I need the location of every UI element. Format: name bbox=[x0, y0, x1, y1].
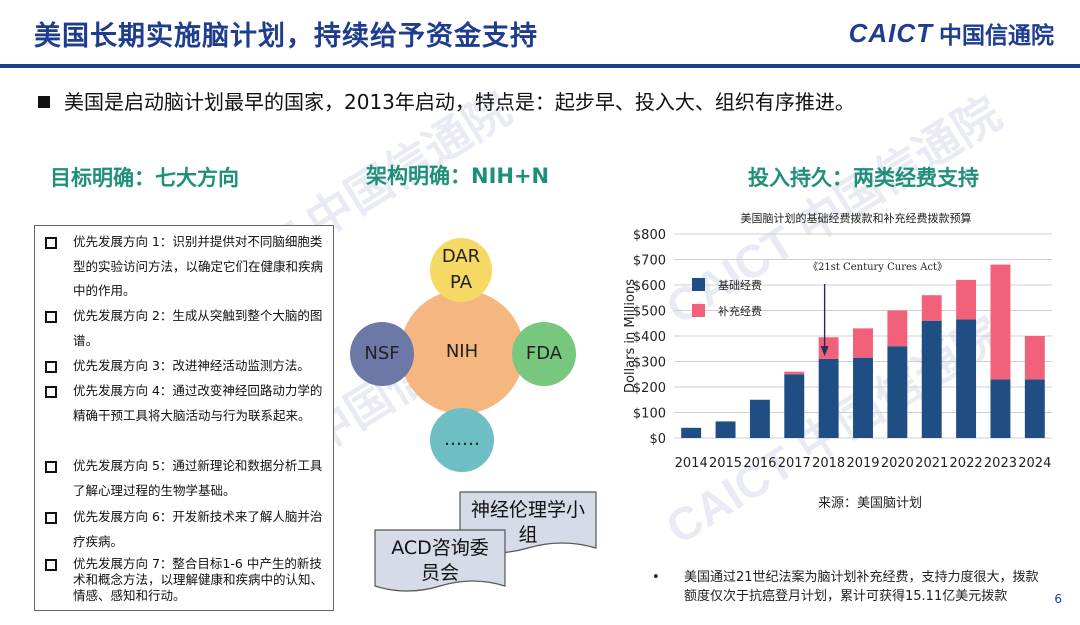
bar-segment bbox=[749, 399, 770, 438]
chart-source: 来源：美国脑计划 bbox=[818, 496, 923, 511]
bar-segment bbox=[853, 357, 873, 438]
x-tick-label: 2023 bbox=[984, 456, 1017, 471]
annotation-arrow-head-icon bbox=[820, 346, 829, 356]
list-item: 优先发展方向 2：生成从突触到整个大脑的图谱。 bbox=[45, 304, 327, 353]
nih-circle: NIH bbox=[400, 290, 524, 414]
bar-segment bbox=[887, 310, 908, 347]
x-tick-label: 2022 bbox=[950, 456, 983, 471]
x-tick-label: 2017 bbox=[778, 456, 811, 471]
checkbox-bullet-icon bbox=[45, 361, 57, 373]
slide-title: 美国长期实施脑计划，持续给予资金支持 bbox=[34, 21, 538, 52]
bar-segment bbox=[921, 320, 942, 438]
intro-text: 美国是启动脑计划最早的国家，2013年启动，特点是：起步早、投入大、组织有序推进… bbox=[64, 90, 855, 114]
list-item: 优先发展方向 6：开发新技术来了解人脑并治疗疾病。 bbox=[45, 505, 327, 554]
y-tick-label: $600 bbox=[633, 279, 666, 294]
bar-segment bbox=[887, 346, 908, 438]
logo-text-en: CAICT bbox=[848, 17, 933, 48]
x-tick-label: 2024 bbox=[1018, 456, 1051, 471]
list-item: 优先发展方向 7：整合目标1-6 中产生的新技术和概念方法，以理解健康和疾病中的… bbox=[45, 556, 327, 604]
legend-label: 基础经费 bbox=[718, 279, 762, 292]
y-tick-label: $300 bbox=[633, 356, 666, 371]
list-item: 优先发展方向 5：通过新理论和数据分析工具了解心理过程的生物学基础。 bbox=[45, 454, 327, 503]
x-tick-label: 2016 bbox=[743, 456, 776, 471]
funding-heading: 投入持久：两类经费支持 bbox=[748, 166, 979, 190]
checkbox-bullet-icon bbox=[45, 461, 57, 473]
y-tick-label: $100 bbox=[633, 407, 666, 422]
y-tick-label: $400 bbox=[633, 330, 666, 345]
bar-segment bbox=[784, 374, 805, 438]
x-tick-label: 2015 bbox=[709, 456, 742, 471]
title-underline bbox=[0, 64, 1080, 68]
intro-bullet: 美国是启动脑计划最早的国家，2013年启动，特点是：起步早、投入大、组织有序推进… bbox=[38, 86, 855, 115]
checkbox-bullet-icon bbox=[45, 311, 57, 323]
y-tick-label: $200 bbox=[633, 381, 666, 396]
x-tick-label: 2018 bbox=[812, 456, 845, 471]
bar-segment bbox=[921, 295, 942, 321]
y-axis-label: Dollars in Millions bbox=[623, 279, 638, 393]
annotation-label: 《21st Century Cures Act》 bbox=[808, 261, 947, 273]
square-bullet-icon bbox=[38, 96, 50, 108]
bar-segment bbox=[956, 279, 977, 320]
x-tick-label: 2021 bbox=[915, 456, 948, 471]
bar-segment bbox=[956, 319, 977, 438]
fda-circle: FDA bbox=[512, 322, 576, 386]
acd-committee: ACD咨询委员会 bbox=[391, 537, 489, 584]
bar-segment bbox=[990, 264, 1011, 380]
bar-segment bbox=[1024, 336, 1045, 380]
y-tick-label: $700 bbox=[633, 254, 666, 269]
chart-title: 美国脑计划的基础经费拨款和补充经费拨款预算 bbox=[741, 211, 972, 225]
checkbox-bullet-icon bbox=[45, 559, 57, 571]
priority-directions-box: 优先发展方向 1：识别并提供对不同脑细胞类型的实验访问方法，以确定它们在健康和疾… bbox=[34, 225, 334, 611]
bar-segment bbox=[990, 379, 1011, 438]
page-number: 6 bbox=[1054, 592, 1062, 606]
other-agencies-circle: …… bbox=[430, 408, 494, 472]
legend-label: 补充经费 bbox=[718, 304, 762, 318]
y-tick-label: $500 bbox=[633, 305, 666, 320]
x-tick-label: 2019 bbox=[846, 456, 879, 471]
funding-chart-svg: 美国脑计划的基础经费拨款和补充经费拨款预算 $0 $100 $200 $300 $400 $… bbox=[623, 211, 1052, 471]
bar-segment bbox=[1024, 379, 1045, 438]
bar-segment bbox=[681, 427, 702, 438]
bar-segment bbox=[818, 358, 839, 438]
checkbox-bullet-icon bbox=[45, 512, 57, 524]
structure-heading: 架构明确：NIH+N bbox=[366, 164, 550, 188]
y-tick-label: $800 bbox=[633, 228, 666, 243]
legend-swatch bbox=[692, 304, 705, 317]
legend-swatch bbox=[692, 278, 705, 291]
list-item: 优先发展方向 3：改进神经活动监测方法。 bbox=[45, 354, 327, 379]
y-tick-label: $0 bbox=[649, 432, 666, 447]
goals-heading: 目标明确：七大方向 bbox=[50, 166, 239, 190]
bar-segment bbox=[853, 328, 873, 358]
nsf-circle: NSF bbox=[350, 322, 414, 386]
bar-segment bbox=[784, 371, 805, 375]
caict-logo: CAICT 中国信通院 bbox=[849, 16, 1054, 50]
logo-text-cn: 中国信通院 bbox=[939, 23, 1054, 49]
x-tick-label: 2014 bbox=[675, 456, 708, 471]
funding-note: • 美国通过21世纪法案为脑计划补充经费，支持力度很大，拨款额度仅次于抗癌登月计… bbox=[652, 570, 1039, 604]
list-item: 优先发展方向 4：通过改变神经回路动力学的精确干预工具将大脑活动与行为联系起来。 bbox=[45, 379, 327, 428]
darpa-circle: DAR PA bbox=[430, 238, 492, 302]
acd-doc-shape bbox=[374, 529, 506, 592]
checkbox-bullet-icon bbox=[45, 386, 57, 398]
list-item: 优先发展方向 1：识别并提供对不同脑细胞类型的实验访问方法，以确定它们在健康和疾… bbox=[45, 230, 327, 304]
bar-segment bbox=[715, 421, 736, 438]
bullet-dot-icon: • bbox=[652, 570, 660, 585]
ethics-group: 神经伦理学小组 bbox=[470, 499, 585, 546]
x-tick-label: 2020 bbox=[881, 456, 914, 471]
checkbox-bullet-icon bbox=[45, 237, 57, 249]
funding-chart: 美国脑计划的基础经费拨款和补充经费拨款预算 $0 $100 $200 $300 $400 $… bbox=[620, 208, 1060, 483]
